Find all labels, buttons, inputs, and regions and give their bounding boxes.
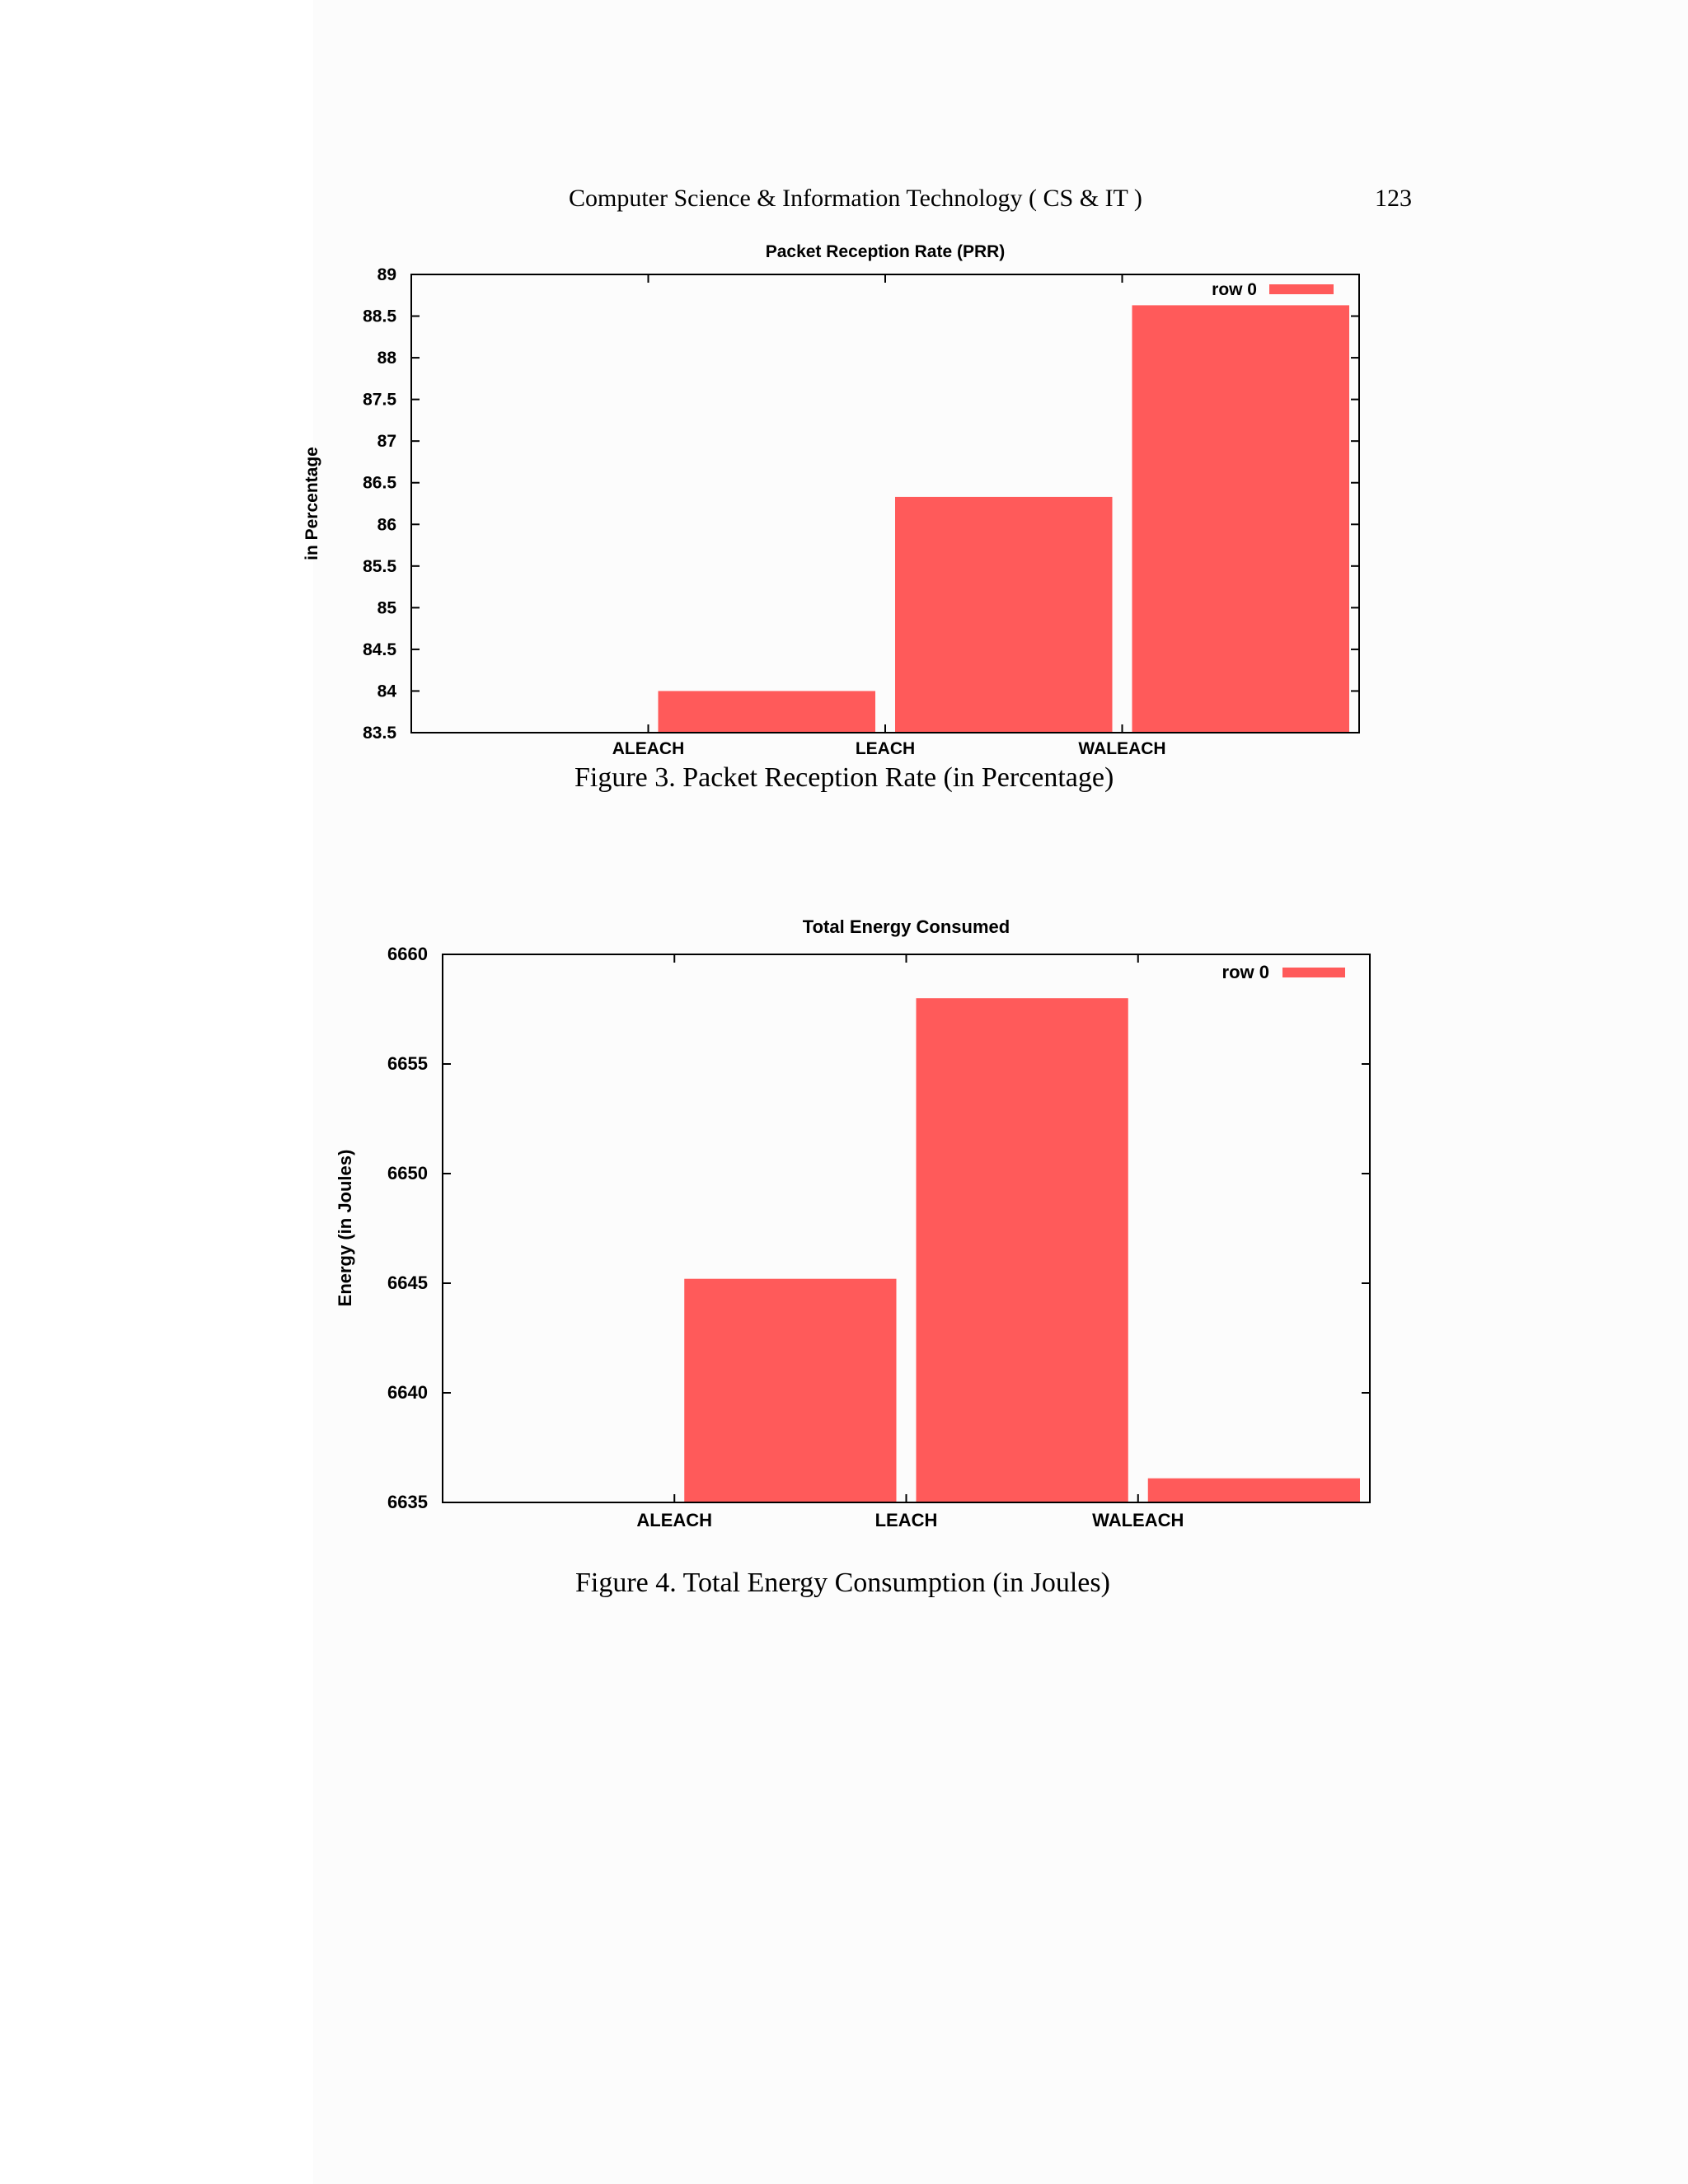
- figure-3-caption: Figure 3. Packet Reception Rate (in Perc…: [574, 762, 1114, 793]
- y-tick-label: 83.5: [363, 724, 396, 743]
- y-tick-label: 85.5: [363, 557, 396, 576]
- y-tick-label: 88: [377, 349, 397, 368]
- y-tick-label: 88.5: [363, 307, 396, 326]
- y-tick-label: 6645: [387, 1272, 428, 1293]
- bar-aleach: [684, 1278, 897, 1502]
- legend-label: row 0: [1222, 962, 1269, 982]
- bar-waleach: [1147, 1478, 1360, 1502]
- y-tick-label: 6655: [387, 1053, 428, 1074]
- running-header: Computer Science & Information Technolog…: [569, 185, 1142, 212]
- legend-swatch: [1269, 284, 1334, 294]
- x-tick-label: LEACH: [875, 1510, 938, 1530]
- bar-leach: [895, 496, 1113, 733]
- y-tick-label: 86.5: [363, 474, 396, 493]
- y-tick-label: 87.5: [363, 391, 396, 410]
- chart-title: Total Energy Consumed: [803, 916, 1010, 937]
- x-tick-label: LEACH: [856, 739, 915, 758]
- figure-4-caption: Figure 4. Total Energy Consumption (in J…: [575, 1568, 1110, 1598]
- y-axis-label: Energy (in Joules): [335, 1150, 355, 1307]
- y-tick-label: 6635: [387, 1492, 428, 1512]
- y-tick-label: 87: [377, 432, 396, 451]
- x-tick-label: ALEACH: [612, 739, 685, 758]
- y-tick-label: 86: [377, 515, 396, 534]
- y-tick-label: 6650: [387, 1163, 428, 1183]
- y-tick-label: 6640: [387, 1382, 428, 1403]
- plot-frame: [442, 954, 1371, 1503]
- chart-title: Packet Reception Rate (PRR): [766, 242, 1006, 261]
- y-tick-label: 84.5: [363, 640, 396, 659]
- page-number: 123: [1375, 185, 1412, 212]
- y-axis-label: in Percentage: [302, 447, 321, 560]
- bar-leach: [916, 998, 1128, 1502]
- bar-waleach: [1132, 305, 1349, 733]
- x-tick-label: WALEACH: [1092, 1510, 1184, 1530]
- y-tick-label: 84: [377, 682, 397, 701]
- bar-aleach: [658, 691, 875, 733]
- x-tick-label: WALEACH: [1078, 739, 1165, 758]
- y-tick-label: 6660: [387, 944, 428, 964]
- x-tick-label: ALEACH: [636, 1510, 712, 1530]
- legend-label: row 0: [1212, 280, 1257, 299]
- y-tick-label: 85: [377, 598, 397, 617]
- legend-swatch: [1282, 968, 1345, 977]
- y-tick-label: 89: [377, 265, 396, 284]
